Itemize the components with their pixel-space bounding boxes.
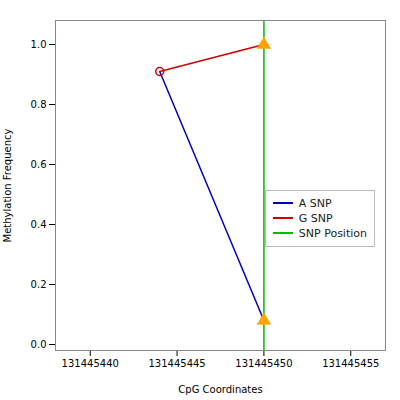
svg-text:0.6: 0.6 <box>31 159 47 170</box>
svg-text:0.0: 0.0 <box>31 339 47 350</box>
svg-text:131445455: 131445455 <box>322 358 379 369</box>
svg-text:0.2: 0.2 <box>31 279 47 290</box>
html-text:A SNP: A SNP <box>298 196 332 210</box>
svg-text:Methylation Frequency: Methylation Frequency <box>2 128 13 242</box>
svg-text:CpG Coordinates: CpG Coordinates <box>178 384 262 395</box>
svg-text:131445445: 131445445 <box>148 358 205 369</box>
html-text:SNP Position: SNP Position <box>298 226 367 240</box>
svg-text:131445450: 131445450 <box>235 358 292 369</box>
svg-text:1.0: 1.0 <box>31 39 47 50</box>
html-text:G SNP: G SNP <box>298 211 333 225</box>
svg-text:131445440: 131445440 <box>62 358 119 369</box>
svg-text:0.4: 0.4 <box>31 219 47 230</box>
svg-text:0.8: 0.8 <box>31 99 47 110</box>
